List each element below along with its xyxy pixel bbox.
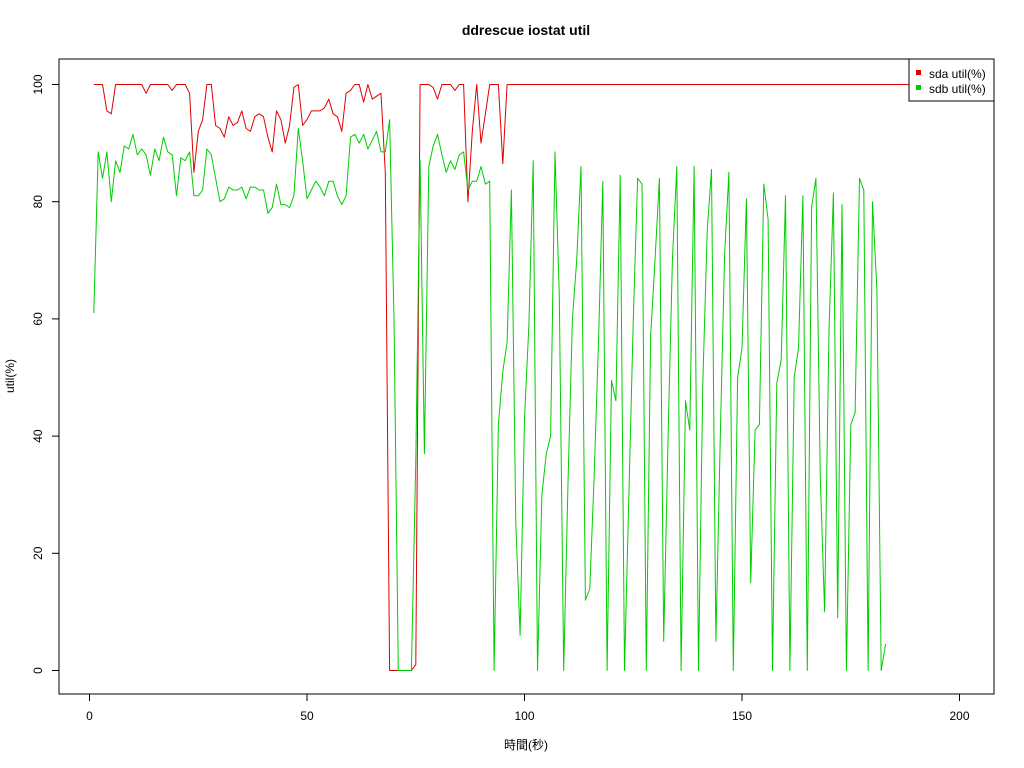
x-tick-label: 0 (86, 709, 93, 723)
series-layer (93, 84, 960, 671)
y-tick-label: 40 (31, 429, 45, 443)
chart-title: ddrescue iostat util (462, 22, 590, 38)
legend-swatch-sdb (916, 85, 921, 90)
y-tick-label: 20 (31, 546, 45, 560)
legend-label-sda: sda util(%) (929, 67, 986, 81)
x-tick-label: 200 (949, 709, 969, 723)
x-tick-label: 100 (514, 709, 534, 723)
y-tick-label: 60 (31, 312, 45, 326)
y-axis-label: util(%) (3, 359, 17, 393)
x-tick-label: 50 (300, 709, 314, 723)
series-line-sda (93, 84, 960, 671)
legend-swatch-sda (916, 70, 921, 75)
y-tick-label: 0 (31, 667, 45, 674)
legend-label-sdb: sdb util(%) (929, 82, 986, 96)
y-tick-label: 80 (31, 195, 45, 209)
y-axis: 0 20 40 60 80 100 (31, 74, 60, 674)
x-tick-label: 150 (732, 709, 752, 723)
x-axis: 0 50 100 150 200 (86, 693, 970, 723)
legend: sda util(%) sdb util(%) (908, 58, 995, 102)
legend-box (908, 58, 995, 102)
x-axis-label: 時間(秒) (504, 738, 548, 752)
y-tick-label: 100 (31, 74, 45, 94)
series-line-sdb (93, 119, 887, 671)
